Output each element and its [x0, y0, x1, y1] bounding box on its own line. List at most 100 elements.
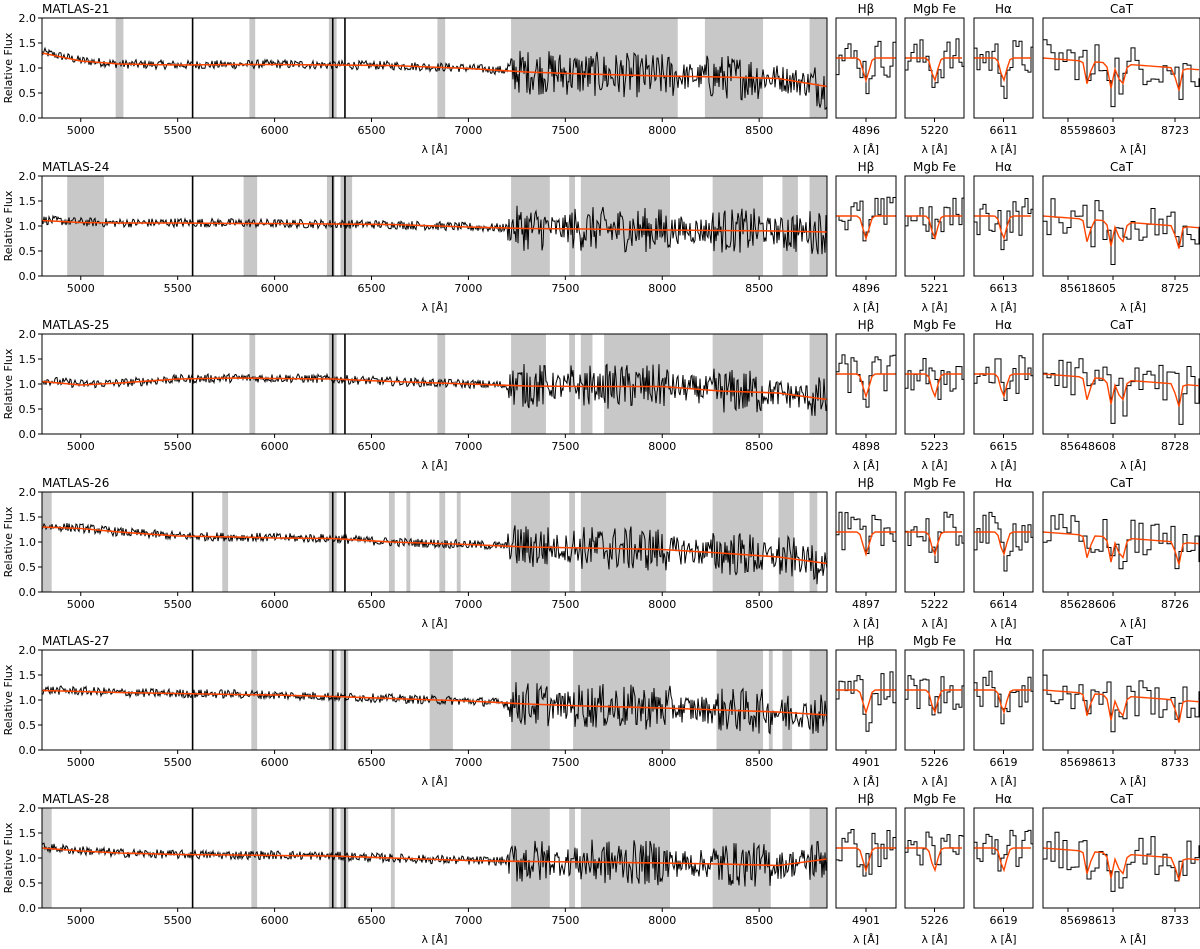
- panel-observed: [905, 675, 964, 716]
- x-tick-label: 6000: [261, 282, 289, 295]
- panel-x-tick-label: 8726: [1161, 598, 1189, 611]
- panel-observed: [905, 197, 964, 239]
- x-axis-label: λ [Å]: [421, 617, 447, 630]
- panel-observed: [836, 511, 897, 554]
- y-tick-label: 1.0: [19, 378, 37, 391]
- x-tick-label: 8000: [648, 440, 676, 453]
- y-tick-label: 0.5: [19, 245, 37, 258]
- zoom-panel-2: Hα 6619 λ [Å]: [973, 634, 1034, 788]
- y-axis-label: Relative Flux: [2, 190, 15, 261]
- x-tick-label: 7000: [454, 282, 482, 295]
- x-tick-label: 7500: [551, 282, 579, 295]
- x-tick-label: 6500: [358, 440, 386, 453]
- x-tick-label: 6000: [261, 440, 289, 453]
- panel-title: CaT: [1110, 2, 1134, 16]
- panel-observed: [974, 511, 1033, 572]
- panel-x-tick-label: 85598603: [1060, 124, 1116, 137]
- panel-x-tick-label: 85628606: [1060, 598, 1116, 611]
- panel-observed: [836, 196, 897, 242]
- panel-frame: [1042, 649, 1200, 751]
- main-axes-frame: [41, 807, 828, 909]
- zoom-panel-2: Hα 6615 λ [Å]: [973, 318, 1034, 472]
- row-matlas-25: MATLAS-25 Relative Flux 0.0 0.5 1.0 1.5 2.0 500…: [2, 318, 1200, 472]
- y-tick-label: 1.0: [19, 62, 37, 75]
- mask-region: [580, 808, 670, 908]
- panel-x-axis-label: λ [Å]: [853, 933, 879, 946]
- panel-title: Hβ: [858, 634, 875, 648]
- x-tick-label: 8500: [745, 440, 773, 453]
- panel-x-tick-label: 6613: [990, 282, 1018, 295]
- panel-x-axis-label: λ [Å]: [1120, 617, 1146, 630]
- panel-title: Hβ: [858, 318, 875, 332]
- x-tick-label: 8000: [648, 124, 676, 137]
- y-tick-label: 1.5: [19, 353, 37, 366]
- panel-x-tick-label: 4896: [852, 282, 880, 295]
- zoom-panel-0: Hβ 4901 λ [Å]: [835, 792, 897, 946]
- panel-x-tick-label: 6619: [990, 914, 1018, 927]
- x-tick-label: 8500: [745, 124, 773, 137]
- x-tick-label: 8500: [745, 756, 773, 769]
- mask-region: [115, 18, 124, 118]
- panel-observed: [905, 831, 964, 866]
- panel-title: Hα: [995, 792, 1012, 806]
- panel-observed: [905, 511, 964, 563]
- zoom-panel-0: Hβ 4896 λ [Å]: [835, 2, 897, 156]
- x-axis-label: λ [Å]: [421, 933, 447, 946]
- panel-title: Mgb Fe: [913, 160, 956, 174]
- panel-model: [974, 689, 1031, 715]
- panel-observed: [974, 40, 1033, 99]
- zoom-panel-2: Hα 6614 λ [Å]: [973, 476, 1034, 630]
- panel-model: [905, 847, 962, 873]
- x-tick-label: 5500: [164, 124, 192, 137]
- x-tick-label: 7000: [454, 440, 482, 453]
- panel-x-axis-label: λ [Å]: [1120, 775, 1146, 788]
- x-tick-label: 8000: [648, 914, 676, 927]
- panel-title: Hα: [995, 476, 1012, 490]
- panel-observed: [905, 38, 964, 88]
- y-tick-label: 0.0: [19, 902, 37, 915]
- zoom-panel-1: Mgb Fe 5220 λ [Å]: [904, 2, 965, 156]
- y-tick-label: 0.5: [19, 561, 37, 574]
- panel-observed: [974, 829, 1033, 872]
- panel-observed: [1043, 513, 1200, 570]
- panel-model: [974, 373, 1031, 399]
- x-tick-label: 6500: [358, 124, 386, 137]
- row-matlas-27: MATLAS-27 Relative Flux 0.0 0.5 1.0 1.5 2.0 500…: [2, 634, 1200, 788]
- panel-observed: [974, 355, 1033, 401]
- y-tick-label: 1.5: [19, 669, 37, 682]
- panel-title: Hα: [995, 634, 1012, 648]
- zoom-panel-0: Hβ 4898 λ [Å]: [835, 318, 897, 472]
- zoom-panel-3: CaT 85698613 8733 λ [Å]: [1042, 792, 1200, 946]
- model-spectrum: [41, 847, 828, 867]
- panel-x-tick-label: 8728: [1161, 440, 1189, 453]
- mask-region: [222, 492, 229, 592]
- x-tick-label: 7000: [454, 598, 482, 611]
- panel-model: [974, 215, 1031, 241]
- mask-region: [251, 650, 258, 750]
- panel-x-tick-label: 5223: [921, 440, 949, 453]
- mask-region: [716, 650, 764, 750]
- panel-x-tick-label: 8725: [1161, 282, 1189, 295]
- mask-region: [569, 334, 576, 434]
- panel-model: [974, 531, 1031, 557]
- y-tick-label: 1.0: [19, 852, 37, 865]
- mask-region: [67, 176, 105, 276]
- zoom-panel-3: CaT 85698613 8733 λ [Å]: [1042, 634, 1200, 788]
- galaxy-title: MATLAS-21: [42, 2, 109, 16]
- y-axis-label: Relative Flux: [2, 32, 15, 103]
- zoom-panel-1: Mgb Fe 5223 λ [Å]: [904, 318, 965, 472]
- panel-model: [1042, 847, 1200, 881]
- mask-region: [809, 650, 827, 750]
- panel-x-axis-label: λ [Å]: [990, 143, 1016, 156]
- zoom-panel-3: CaT 85618605 8725 λ [Å]: [1042, 160, 1200, 314]
- zoom-panel-1: Mgb Fe 5222 λ [Å]: [904, 476, 965, 630]
- y-tick-label: 0.5: [19, 719, 37, 732]
- galaxy-title: MATLAS-26: [42, 476, 109, 490]
- panel-model: [836, 373, 896, 399]
- panel-x-tick-label: 6614: [990, 598, 1018, 611]
- mask-region: [249, 334, 256, 434]
- y-axis-label: Relative Flux: [2, 506, 15, 577]
- y-tick-label: 2.0: [19, 170, 37, 183]
- x-axis-label: λ [Å]: [421, 775, 447, 788]
- x-tick-label: 5000: [67, 282, 95, 295]
